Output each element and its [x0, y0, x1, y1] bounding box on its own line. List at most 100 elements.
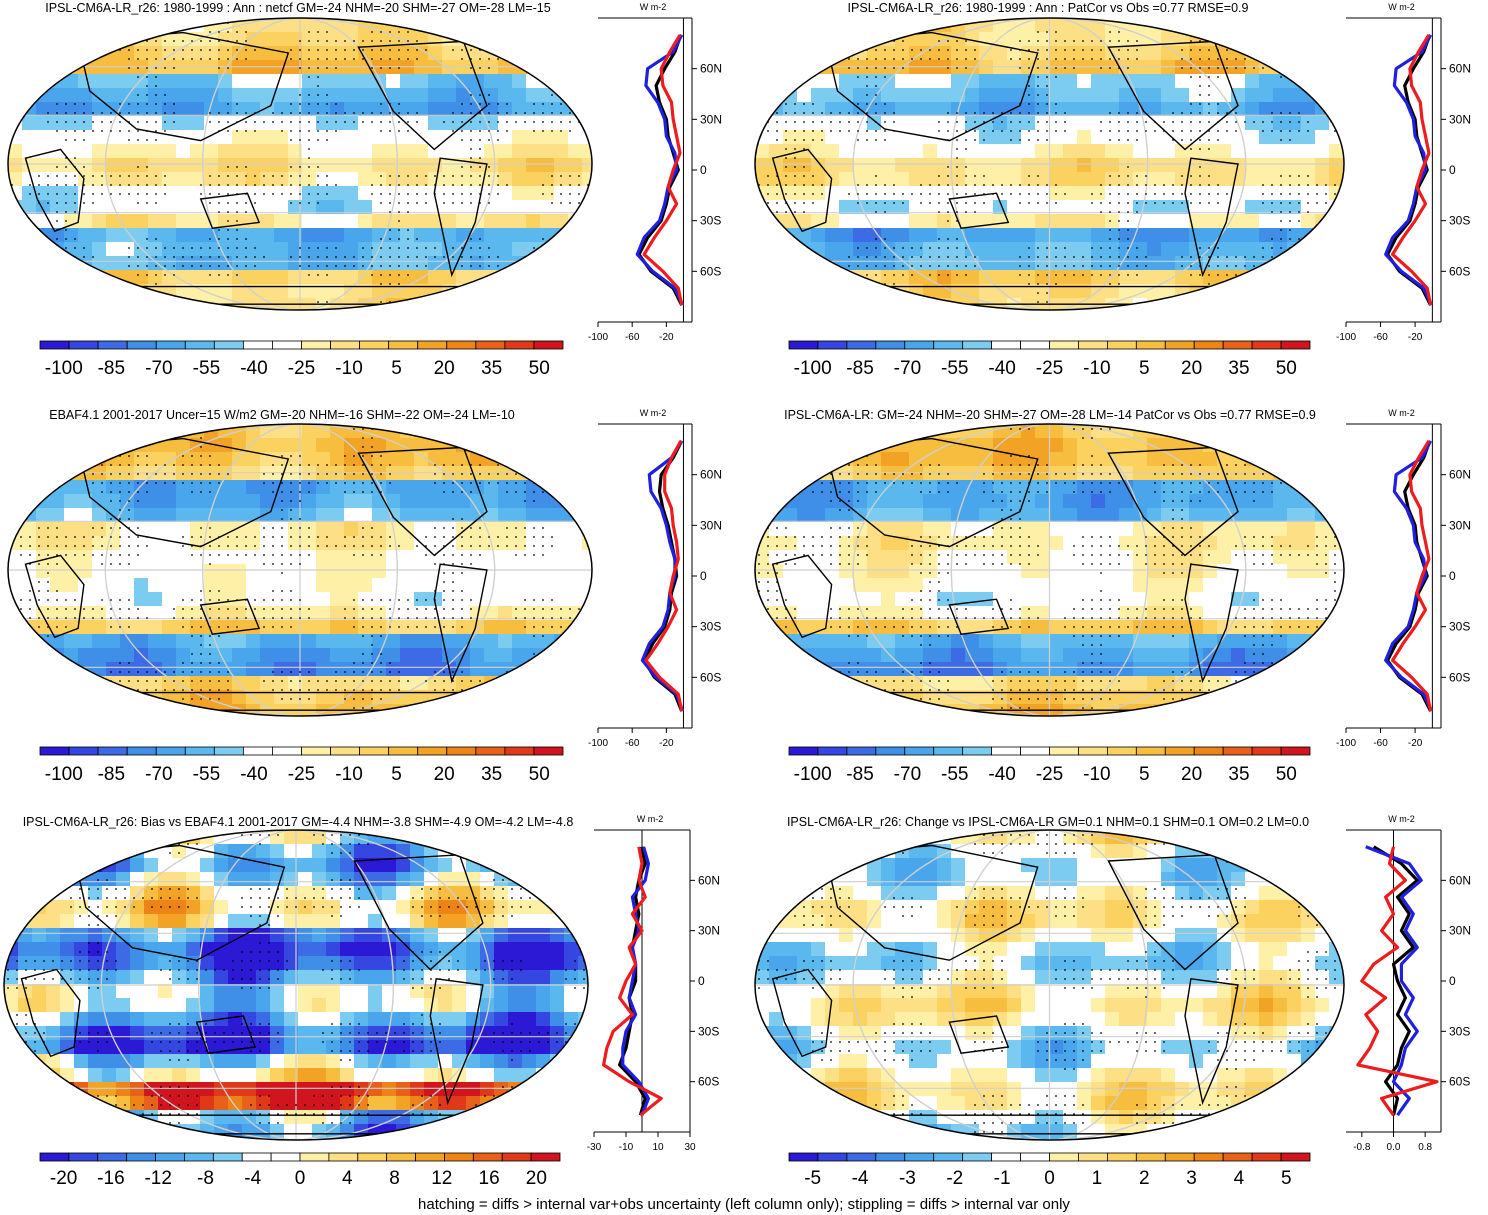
stipple-dot	[11, 256, 13, 258]
map-cell	[218, 550, 232, 564]
map-cell	[302, 214, 316, 228]
stipple-dot	[551, 292, 553, 294]
stipple-dot	[1190, 112, 1192, 114]
map-cell	[1133, 144, 1147, 158]
map-cell	[50, 32, 64, 46]
stipple-dot	[1046, 103, 1048, 105]
map-cell	[811, 32, 825, 46]
map-cell	[442, 522, 456, 536]
map-cell	[148, 424, 162, 438]
stipple-dot	[92, 130, 94, 132]
map-cell	[428, 228, 442, 242]
map-cell	[568, 564, 582, 578]
map-cell	[176, 564, 190, 578]
map-cell	[120, 536, 134, 550]
stipple-dot	[461, 193, 463, 195]
map-cell	[1105, 172, 1119, 186]
stipple-dot	[452, 184, 454, 186]
map-cell	[1161, 298, 1175, 310]
map-cell	[895, 270, 909, 284]
stipple-dot	[1136, 40, 1138, 42]
stipple-dot	[83, 49, 85, 51]
map-cell	[1077, 172, 1091, 186]
map-cell	[1343, 60, 1344, 74]
stipple-dot	[812, 67, 814, 69]
map-cell	[867, 186, 881, 200]
stipple-dot	[1109, 193, 1111, 195]
map-cell	[372, 578, 386, 592]
map-cell	[330, 550, 344, 564]
stipple-dot	[1217, 202, 1219, 204]
map-cell	[769, 158, 783, 172]
map-cell	[526, 564, 540, 578]
map-cell	[825, 18, 839, 32]
map-cell	[1245, 298, 1259, 310]
map-cell	[582, 200, 592, 214]
map-cell	[568, 494, 582, 508]
map-cell	[22, 298, 36, 310]
stipple-dot	[56, 112, 58, 114]
map-cell	[22, 550, 36, 564]
map-cell	[1049, 186, 1063, 200]
map-cell	[36, 536, 50, 550]
stipple-dot	[317, 464, 319, 466]
map-cell	[428, 452, 442, 466]
stipple-dot	[209, 49, 211, 51]
map-cell	[36, 116, 50, 130]
map-cell	[162, 186, 176, 200]
stipple-dot	[848, 193, 850, 195]
map-cell	[302, 592, 316, 606]
map-cell	[1105, 116, 1119, 130]
map-cell	[1203, 46, 1217, 60]
map-cell	[176, 592, 190, 606]
stipple-dot	[1298, 67, 1300, 69]
stipple-dot	[1037, 58, 1039, 60]
map-cell	[176, 284, 190, 298]
stipple-dot	[119, 184, 121, 186]
map-cell	[582, 116, 592, 130]
stipple-dot	[803, 49, 805, 51]
map-cell	[316, 508, 330, 522]
stipple-dot	[38, 247, 40, 249]
stipple-dot	[956, 265, 958, 267]
stipple-dot	[947, 112, 949, 114]
stipple-dot	[488, 184, 490, 186]
stipple-dot	[209, 256, 211, 258]
map-cell	[148, 172, 162, 186]
map-cell	[106, 18, 120, 32]
map-cell	[148, 620, 162, 634]
map-cell	[134, 46, 148, 60]
stipple-dot	[128, 175, 130, 177]
stipple-dot	[182, 256, 184, 258]
stipple-dot	[452, 175, 454, 177]
stipple-dot	[1055, 121, 1057, 123]
map-cell	[484, 88, 498, 102]
map-cell	[106, 284, 120, 298]
map-cell	[582, 270, 592, 284]
map-cell	[484, 284, 498, 298]
stipple-dot	[938, 121, 940, 123]
stipple-dot	[227, 238, 229, 240]
map-cell	[204, 172, 218, 186]
map-cell	[260, 648, 274, 662]
stipple-dot	[803, 112, 805, 114]
colorbar-label: 20	[1181, 358, 1202, 379]
stipple-dot	[1208, 193, 1210, 195]
stipple-dot	[362, 247, 364, 249]
stipple-dot	[1055, 76, 1057, 78]
map-cell	[540, 522, 554, 536]
map-cell	[260, 158, 274, 172]
map-cell	[1161, 144, 1175, 158]
map-cell	[1259, 32, 1273, 46]
stipple-dot	[254, 184, 256, 186]
map-cell	[1231, 228, 1245, 242]
map-cell	[400, 74, 414, 88]
stipple-dot	[110, 527, 112, 529]
map-cell	[442, 424, 456, 438]
stipple-dot	[1190, 184, 1192, 186]
map-cell	[582, 74, 592, 88]
stipple-dot	[281, 464, 283, 466]
stipple-dot	[398, 220, 400, 222]
map-cell	[568, 18, 582, 32]
stipple-dot	[1127, 265, 1129, 267]
